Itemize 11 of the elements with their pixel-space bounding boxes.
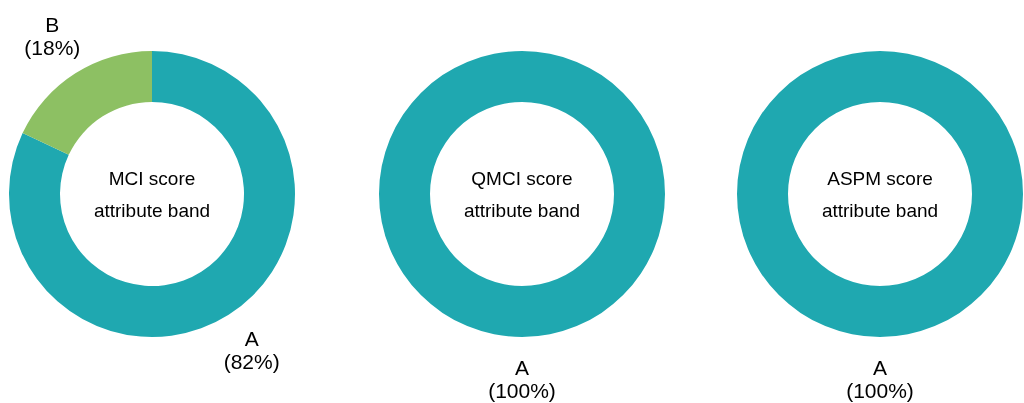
slice-label: B [45, 12, 60, 36]
text: ASPM score attribute band [821, 168, 939, 221]
data-label: (100%) [846, 379, 914, 402]
slice-label: A [514, 356, 530, 379]
slice-label: A [872, 356, 888, 379]
data-label: (100%) [488, 379, 556, 402]
data-label: (82%) [223, 350, 280, 374]
text: QMCI score attribute band [463, 168, 581, 221]
text: MCI score attribute band [93, 168, 211, 221]
data-label: (18%) [24, 35, 81, 59]
slice-label: A [244, 327, 259, 351]
